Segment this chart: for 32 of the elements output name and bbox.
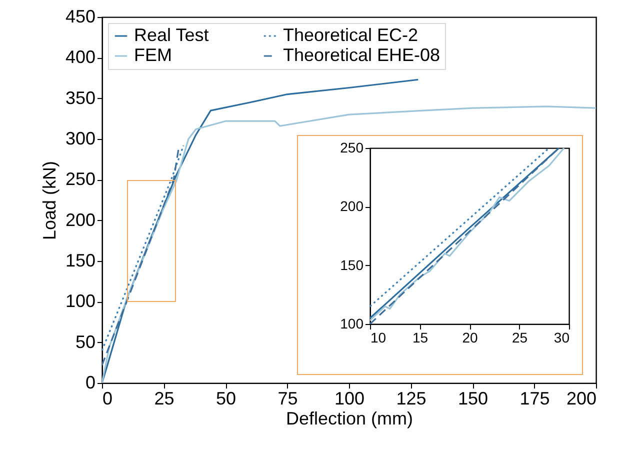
x-tick-label: 10 xyxy=(370,330,386,346)
y-tick-label: 300 xyxy=(65,128,96,148)
x-tick-label: 125 xyxy=(396,388,426,408)
legend-label: Real Test xyxy=(134,25,209,45)
x-tick-label: 25 xyxy=(154,388,174,408)
x-tick-label: 50 xyxy=(216,388,236,408)
x-tick-label: 200 xyxy=(566,388,596,408)
x-tick-label: 25 xyxy=(512,330,528,346)
y-tick-label: 100 xyxy=(340,316,364,332)
y-tick-label: 250 xyxy=(65,169,96,190)
y-tick-label: 200 xyxy=(340,198,364,214)
legend-label: Theoretical EHE-08 xyxy=(283,45,440,65)
y-axis-title: Load (kN) xyxy=(39,160,60,240)
x-tick-label: 0 xyxy=(102,388,113,408)
legend-label: FEM xyxy=(134,45,172,65)
x-tick-label: 20 xyxy=(462,330,478,346)
y-tick-label: 100 xyxy=(65,291,96,312)
y-tick-label: 150 xyxy=(65,250,96,270)
x-tick-label: 15 xyxy=(412,330,428,346)
y-tick-label: 350 xyxy=(65,88,96,108)
legend-label: Theoretical EC-2 xyxy=(283,25,418,45)
x-tick-label: 175 xyxy=(520,388,550,408)
y-tick-label: 200 xyxy=(65,210,96,230)
x-tick-label: 150 xyxy=(458,388,488,408)
y-tick-label: 0 xyxy=(85,372,96,392)
x-tick-label: 75 xyxy=(278,388,298,408)
y-tick-label: 250 xyxy=(340,140,364,156)
y-tick-label: 150 xyxy=(340,256,364,273)
x-axis-title: Deflection (mm) xyxy=(286,408,414,428)
x-tick-label: 30 xyxy=(554,330,570,346)
y-tick-label: 400 xyxy=(65,47,96,68)
y-tick-label: 450 xyxy=(65,6,96,26)
